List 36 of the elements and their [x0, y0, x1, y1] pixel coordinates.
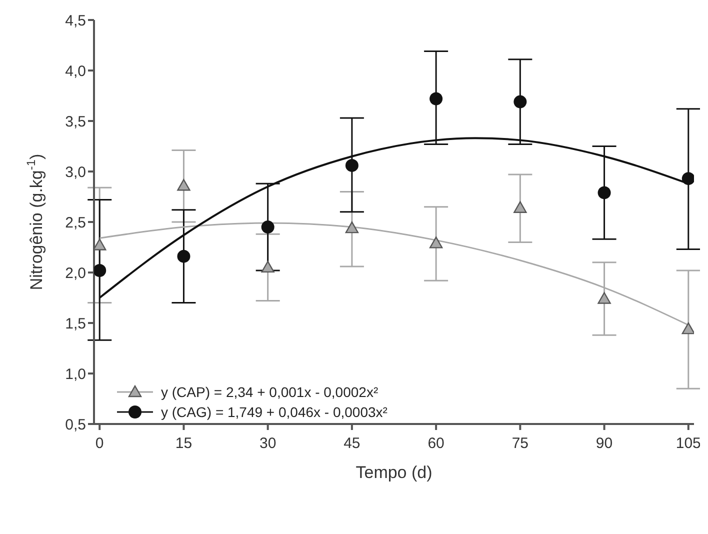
y-tick-label: 2,5: [65, 214, 86, 232]
x-tick-label: 0: [95, 435, 104, 452]
y-tick-label: 3,0: [65, 164, 86, 181]
x-tick-label: 30: [259, 435, 276, 452]
point: [345, 221, 359, 234]
y-tick-label: 4,5: [65, 12, 86, 30]
point: [94, 238, 106, 250]
y-tick-label: 0,5: [65, 416, 86, 434]
point: [261, 220, 274, 234]
point: [429, 236, 443, 248]
point: [598, 292, 611, 304]
point: [682, 322, 694, 334]
point: [514, 95, 527, 108]
point: [345, 158, 358, 172]
x-tick-label: 105: [676, 435, 701, 452]
x-tick-label: 60: [428, 435, 444, 452]
point: [430, 92, 443, 106]
y-tick-label: 1,5: [65, 315, 86, 332]
x-tick-label: 90: [596, 435, 613, 452]
x-tick-label: 15: [175, 435, 192, 452]
point: [177, 250, 190, 263]
point: [177, 179, 190, 191]
point: [598, 186, 611, 200]
y-tick-label: 3,5: [65, 113, 86, 130]
point: [682, 172, 694, 186]
y-tick-label: 4,0: [65, 62, 86, 80]
x-tick-label: 45: [344, 435, 360, 452]
legend-label: y (CAG) = 1,749 + 0,046x - 0,0003x²: [161, 404, 388, 420]
point: [514, 201, 527, 213]
y-tick-label: 2,0: [65, 264, 86, 282]
point: [261, 260, 274, 273]
x-tick-label: 75: [512, 435, 529, 452]
x-axis-title: Tempo (d): [356, 463, 432, 482]
point: [94, 264, 106, 277]
y-tick-label: 1,0: [65, 366, 86, 383]
legend-label: y (CAP) = 2,34 + 0,001x - 0,0002x²: [161, 384, 378, 400]
